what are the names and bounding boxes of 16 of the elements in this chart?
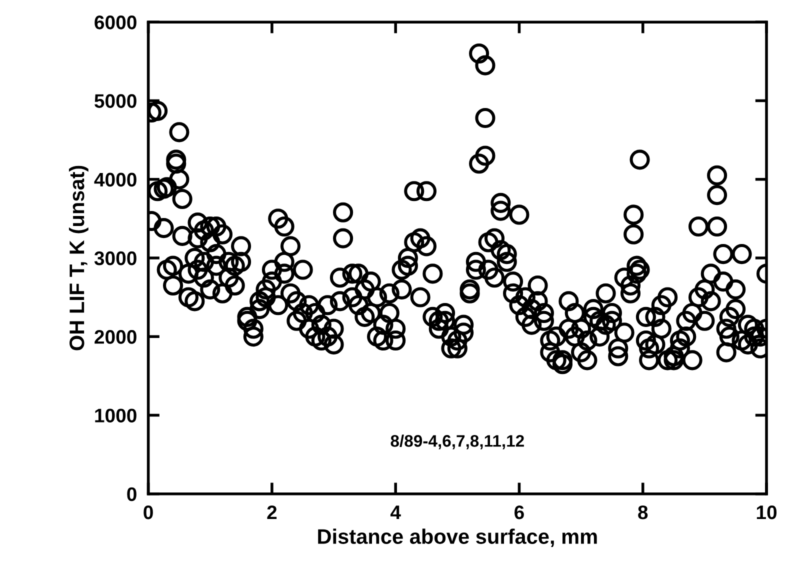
y-tick-label: 5000 [94, 94, 136, 108]
y-tick-label: 1000 [95, 408, 136, 422]
x-tick-label: 0 [144, 505, 153, 520]
annotation: 8/89-4,6,7,8,11,12 [390, 434, 524, 450]
y-tick-label: 4000 [94, 172, 136, 187]
y-axis-title: OH LIF T, K (unsat) [68, 166, 88, 350]
y-tick-label: 6000 [94, 16, 136, 30]
x-tick-label: 4 [390, 506, 401, 520]
x-tick-label: 8 [638, 505, 648, 520]
x-tick-label: 6 [514, 505, 524, 520]
x-tick-label: 2 [267, 505, 277, 520]
x-tick-label: 10 [756, 505, 777, 520]
x-axis-title: Distance above surface, mm [318, 528, 597, 547]
y-tick-label: 0 [127, 487, 136, 502]
y-tick-label: 2000 [94, 330, 136, 344]
y-tick-label: 3000 [94, 251, 136, 266]
